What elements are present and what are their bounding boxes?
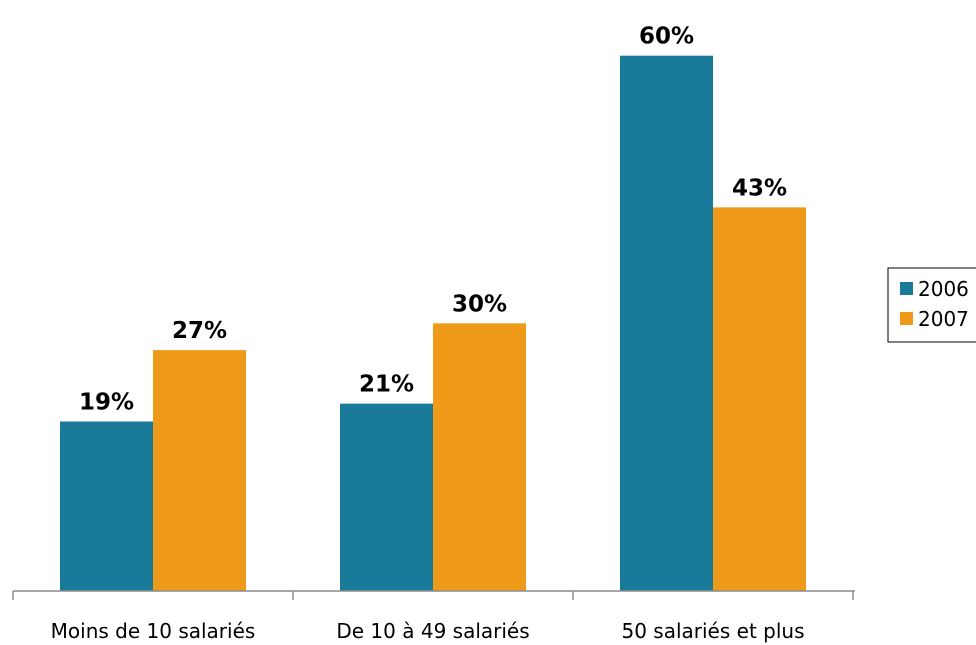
- data-label-2007-3: 43%: [732, 175, 787, 201]
- legend: 2006 2007: [887, 267, 976, 343]
- bar-2007-3: [713, 207, 806, 591]
- plot-area: 19% 27% Moins de 10 salariés 21% 30% De 10 à …: [12, 24, 855, 643]
- data-label-2007-2: 30%: [452, 291, 507, 317]
- legend-swatch-2006: [900, 282, 913, 295]
- data-label-2006-2: 21%: [359, 372, 414, 398]
- data-label-2006-3: 60%: [639, 24, 694, 50]
- data-label-2007-1: 27%: [172, 318, 227, 344]
- category-label-3: 50 salariés et plus: [621, 619, 804, 643]
- bar-2006-1: [60, 421, 153, 591]
- legend-label-2006: 2006: [918, 277, 969, 301]
- legend-box: [887, 267, 976, 343]
- category-label-1: Moins de 10 salariés: [51, 619, 256, 643]
- bar-2006-2: [340, 403, 433, 591]
- legend-label-2007: 2007: [918, 307, 969, 331]
- bar-2007-2: [433, 323, 526, 591]
- legend-swatch-2007: [900, 312, 913, 325]
- bar-2006-3: [620, 55, 713, 591]
- bar-2007-1: [153, 350, 246, 591]
- data-label-2006-1: 19%: [79, 389, 134, 415]
- category-label-2: De 10 à 49 salariés: [336, 619, 529, 643]
